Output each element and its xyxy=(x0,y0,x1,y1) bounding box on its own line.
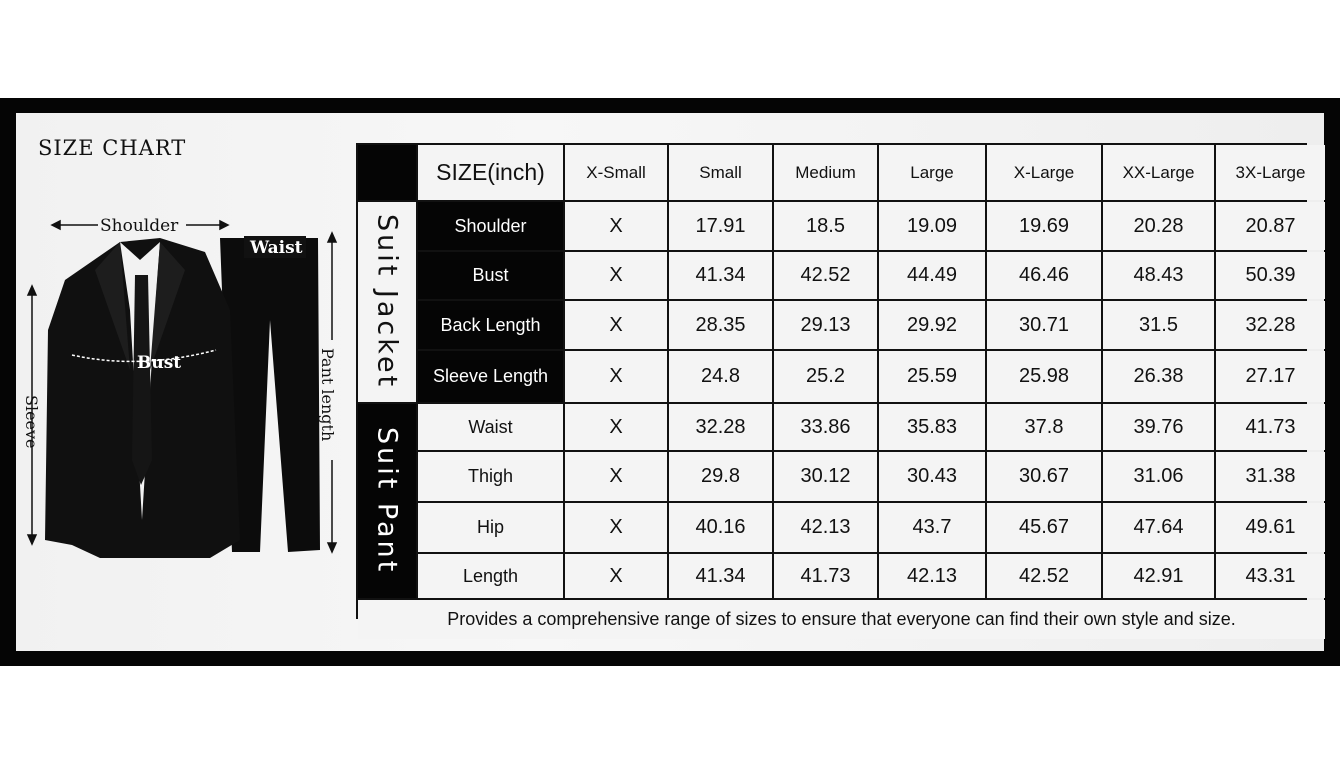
table-cell: 31.5 xyxy=(1103,301,1214,349)
table-cell: 35.83 xyxy=(879,404,985,450)
table-cell: 31.38 xyxy=(1216,452,1325,501)
table-cell: 41.34 xyxy=(669,252,772,299)
row-label: Thigh xyxy=(418,452,563,501)
table-cell: 45.67 xyxy=(987,503,1101,552)
table-cell: X xyxy=(565,452,667,501)
table-cell: X xyxy=(565,503,667,552)
table-cell: 29.92 xyxy=(879,301,985,349)
table-cell: 37.8 xyxy=(987,404,1101,450)
table-cell: 19.69 xyxy=(987,202,1101,250)
table-cell: 30.71 xyxy=(987,301,1101,349)
table-cell: 30.43 xyxy=(879,452,985,501)
row-label: Hip xyxy=(418,503,563,552)
table-cell: 20.87 xyxy=(1216,202,1325,250)
table-cell: 19.09 xyxy=(879,202,985,250)
column-header: Large xyxy=(879,145,985,200)
table-cell: 30.67 xyxy=(987,452,1101,501)
table-cell: 42.52 xyxy=(987,554,1101,598)
table-cell: 25.59 xyxy=(879,351,985,402)
row-label: Bust xyxy=(418,252,563,299)
table-cell: 33.86 xyxy=(774,404,877,450)
table-cell: 41.73 xyxy=(774,554,877,598)
column-header: X-Large xyxy=(987,145,1101,200)
table-cell: 25.98 xyxy=(987,351,1101,402)
row-label: Sleeve Length xyxy=(418,351,563,402)
table-cell: 50.39 xyxy=(1216,252,1325,299)
table-cell: X xyxy=(565,301,667,349)
table-cell: 42.13 xyxy=(774,503,877,552)
table-footer-note: Provides a comprehensive range of sizes … xyxy=(358,600,1325,639)
table-cell: X xyxy=(565,351,667,402)
table-cell: 25.2 xyxy=(774,351,877,402)
table-cell: 17.91 xyxy=(669,202,772,250)
table-cell: 41.73 xyxy=(1216,404,1325,450)
table-cell: 28.35 xyxy=(669,301,772,349)
table-cell: X xyxy=(565,252,667,299)
size-chart-title: SIZE CHART xyxy=(38,136,187,160)
table-cell: 32.28 xyxy=(669,404,772,450)
table-cell: 18.5 xyxy=(774,202,877,250)
table-cell: 43.7 xyxy=(879,503,985,552)
table-cell: 47.64 xyxy=(1103,503,1214,552)
table-cell: 42.91 xyxy=(1103,554,1214,598)
table-cell: 27.17 xyxy=(1216,351,1325,402)
section-label: Suit Pant xyxy=(358,404,416,598)
row-label: Shoulder xyxy=(418,202,563,250)
column-header: XX-Large xyxy=(1103,145,1214,200)
column-header: Small xyxy=(669,145,772,200)
table-cell: 32.28 xyxy=(1216,301,1325,349)
suit-illustration: Shoulder Waist Bust Sleeve Pant length xyxy=(22,216,338,558)
table-cell: X xyxy=(565,202,667,250)
bust-label: Bust xyxy=(137,353,181,373)
column-header: 3X-Large xyxy=(1216,145,1325,200)
table-cell: 24.8 xyxy=(669,351,772,402)
table-cell: 46.46 xyxy=(987,252,1101,299)
waist-label: Waist xyxy=(249,238,303,258)
header-corner xyxy=(358,145,416,200)
row-label: Waist xyxy=(418,404,563,450)
table-cell: 44.49 xyxy=(879,252,985,299)
table-cell: 31.06 xyxy=(1103,452,1214,501)
table-cell: X xyxy=(565,404,667,450)
size-table: SIZE(inch) X-Small Small Medium Large X-Large… xyxy=(356,143,1325,639)
table-cell: 48.43 xyxy=(1103,252,1214,299)
row-label: Back Length xyxy=(418,301,563,349)
section-label: Suit Jacket xyxy=(358,202,416,402)
sleeve-label: Sleeve xyxy=(22,395,41,449)
pant-length-label: Pant length xyxy=(318,348,337,441)
table-cell: 42.13 xyxy=(879,554,985,598)
table-cell: 41.34 xyxy=(669,554,772,598)
column-header: SIZE(inch) xyxy=(418,145,563,200)
table-cell: 42.52 xyxy=(774,252,877,299)
table-cell: 30.12 xyxy=(774,452,877,501)
table-cell: 29.13 xyxy=(774,301,877,349)
table-cell: X xyxy=(565,554,667,598)
table-cell: 26.38 xyxy=(1103,351,1214,402)
column-header: Medium xyxy=(774,145,877,200)
table-cell: 49.61 xyxy=(1216,503,1325,552)
table-cell: 39.76 xyxy=(1103,404,1214,450)
table-cell: 29.8 xyxy=(669,452,772,501)
table-cell: 40.16 xyxy=(669,503,772,552)
shoulder-label: Shoulder xyxy=(100,216,179,236)
row-label: Length xyxy=(418,554,563,598)
table-cell: 43.31 xyxy=(1216,554,1325,598)
table-cell: 20.28 xyxy=(1103,202,1214,250)
column-header: X-Small xyxy=(565,145,667,200)
